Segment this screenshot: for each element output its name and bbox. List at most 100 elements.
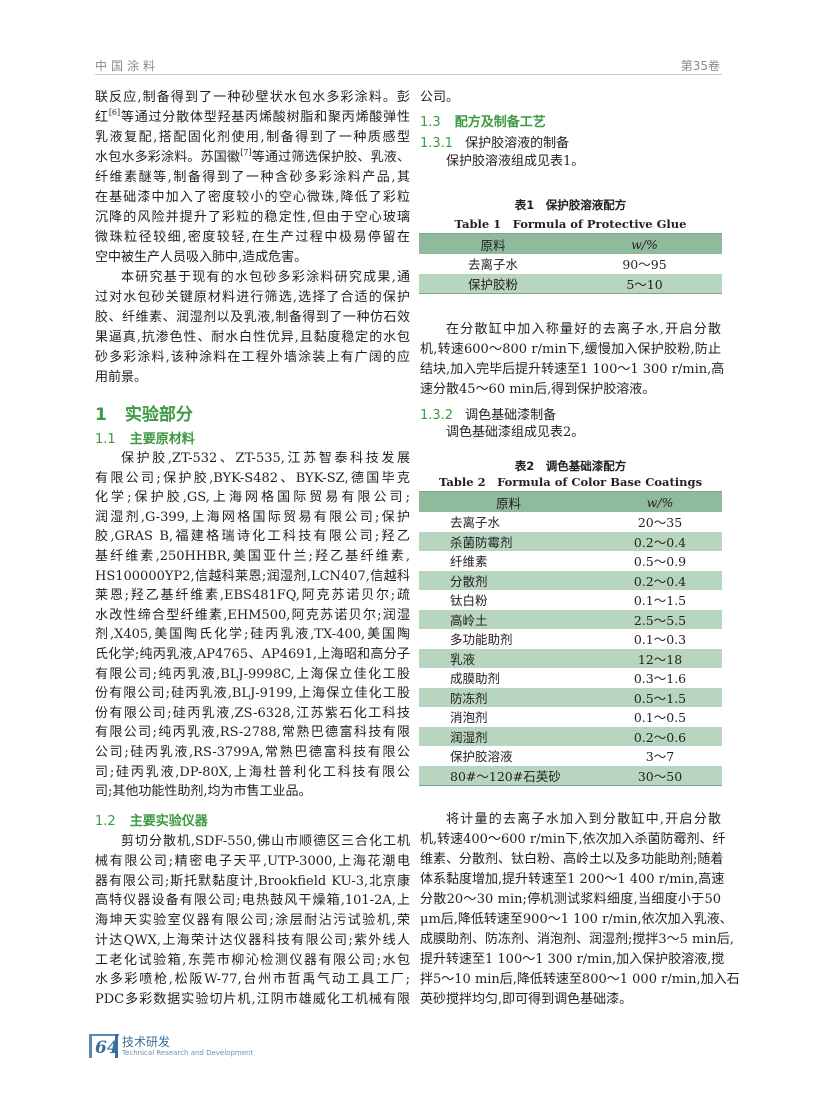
paragraph: 在分散缸中加入称量好的去离子水,开启分散 机,转速600～800 r/min下,缓… [420, 320, 725, 400]
text-line: 本研究基于现有的水包砂多彩涂料研究成果,通 [121, 270, 410, 285]
text-line: 公司。 [420, 90, 460, 105]
table-row: 80#～120#石英砂 30～50 [419, 765, 722, 786]
table-row: 去离子水 90～95 [419, 254, 722, 274]
percent-cell: 3～7 [645, 749, 675, 765]
section-number: 1.3.2 [420, 408, 454, 423]
material-cell: 多功能助剂 [450, 632, 513, 648]
text-line: 在分散缸中加入称量好的去离子水,开启分散 [446, 322, 721, 337]
text-line: PDC多彩数据实验切片机,江阴市雄威化工机械有限 [95, 992, 410, 1007]
percent-cell: 5～10 [567, 273, 722, 294]
table-2-caption-cn: 表2 调色基础漆配方 [514, 459, 627, 473]
text-line: 有限公司;保护胶,BYK-S482、BYK-SZ,德国毕克 [95, 470, 410, 486]
text-span: 等通过筛选保护胶、乳液、 [251, 150, 410, 165]
text-line: 工老化试验箱,东莞市柳沁检测仪器有限公司;水包 [95, 952, 410, 968]
material-cell: 杀菌防霉剂 [419, 531, 598, 551]
text-line: 过对水包砂关键原材料进行筛选,选择了合适的保护 [95, 290, 410, 305]
text-line: 将计量的去离子水加入到分散缸中,开启分散 [446, 812, 721, 827]
material-cell: 保护胶溶液 [450, 749, 513, 765]
table-row: 乳液 12～18 [419, 648, 722, 668]
text-line: 英砂搅拌均匀,即可得到调色基础漆。 [420, 992, 633, 1007]
section-number: 1.2 [95, 814, 116, 829]
section-heading-1-2: 1.2 主要实验仪器 [95, 810, 410, 829]
text-line: 体系黏度增加,提升转速至1 200～1 400 r/min,高速 [420, 872, 725, 887]
text-span: 水包水多彩涂料。苏国徽 [95, 150, 241, 165]
volume-label: 第35卷 [680, 59, 720, 73]
text-line: 用前景。 [95, 370, 148, 385]
footer-section-cn: 技术研发 [122, 1035, 171, 1049]
section-number: 1.3.1 [420, 136, 454, 151]
table-row: 保护胶粉 5～10 [419, 273, 722, 294]
paragraph: 剪切分散机,SDF-550,佛山市顺德区三合化工机 械有限公司;精密电子天平,UT… [95, 832, 410, 1010]
section-heading-1: 1 实验部分 [95, 400, 410, 425]
text-line: 拌5～10 min后,降低转速至800～1 000 r/min,加入石 [420, 972, 740, 987]
text-line: 乳液复配,搭配固化剂使用,制备得到了一种质感型 [95, 130, 410, 145]
text-span: 红 [95, 110, 109, 125]
text-line: 保护胶溶液组成见表1。 [446, 154, 585, 169]
text-line: 维素、分散剂、钛白粉、高岭土以及多功能助剂;随着 [420, 852, 724, 867]
text-line: 份有限公司;硅丙乳液,BLJ-9199,上海保立佳化工股 [95, 686, 410, 702]
text-line: 润湿剂,G-399,上海网格国际贸易有限公司;保护 [95, 509, 410, 525]
text-line: 速分散45～60 min后,得到保护胶溶液。 [420, 382, 656, 397]
percent-cell: 0.2～0.4 [598, 531, 722, 551]
paragraph: 保护胶,ZT-532、ZT-535,江苏智泰科技发展有限公司;保护胶,BYK-S… [95, 449, 410, 802]
percent-cell: 20～35 [637, 515, 683, 531]
table-header-row: 原料 w/% [419, 491, 722, 512]
text-line: μm后,降低转速至900～1 100 r/min,依次加入乳液、 [420, 912, 733, 927]
table-row: 保护胶溶液 3～7 [419, 746, 722, 766]
text-line: 结块,加入完毕后提升转速至1 100～1 300 r/min,高 [420, 362, 725, 377]
text-line: 机,转速400～600 r/min下,依次加入杀菌防霉剂、纤 [420, 832, 726, 847]
percent-cell: 0.1～1.5 [633, 593, 687, 609]
text-line: 水改性缔合型纤维素,EHM500,阿克苏诺贝尔;润湿 [95, 607, 410, 623]
percent-cell: w/% [567, 233, 722, 254]
text-line: 有限公司;纯丙乳液,BLJ-9998C,上海保立佳化工股 [95, 666, 410, 682]
material-cell: 纤维素 [450, 554, 488, 570]
text-line: 份有限公司;硅丙乳液,ZS-6328,江苏紫石化工科技 [95, 705, 410, 721]
text-line: 分散20～30 min;停机测试浆料细度,当细度小于50 [420, 892, 721, 907]
table-row: 去离子水 20～35 [419, 512, 722, 532]
table-1: 原料 w/% 去离子水 90～95 保护胶粉 5～10 [419, 233, 722, 294]
percent-cell: 0.1～0.5 [633, 710, 687, 726]
material-cell: 去离子水 [450, 515, 501, 531]
text-line: 红[6]等通过分散体型羟基丙烯酸树脂和聚丙烯酸弹性 [95, 108, 410, 128]
text-line: 司;硅丙乳液,DP-80X,上海杜普利化工科技有限公 [95, 764, 410, 780]
section-number: 1.3 [420, 115, 441, 130]
section-heading-1-3-1: 1.3.1 保护胶溶液的制备 [420, 132, 721, 151]
text-line: 在基础漆中加入了密度较小的空心微珠,降低了彩粒 [95, 190, 410, 205]
material-cell: 去离子水 [467, 257, 518, 273]
paragraph: 联反应,制备得到了一种砂壁状水包水多彩涂料。彭 红[6]等通过分散体型羟基丙烯酸树… [95, 88, 410, 268]
material-cell: 分散剂 [419, 570, 598, 590]
percent-cell: 0.1～0.3 [633, 632, 687, 648]
table-row: 防冻剂 0.5～1.5 [419, 687, 722, 707]
table-row: 多功能助剂 0.1～0.3 [419, 629, 722, 649]
text-line: 器有限公司;斯托默黏度计,Brookfield KU-3,北京康 [95, 873, 410, 889]
section-title: 主要实验仪器 [129, 814, 208, 829]
text-line: 果逼真,抗渗色性、耐水白性优异,且黏度稳定的水包 [95, 330, 410, 345]
text-line: 高特仪器设备有限公司;电热鼓风干燥箱,101-2A,上 [95, 893, 410, 909]
percent-cell: 30～50 [598, 765, 722, 786]
table-row: 分散剂 0.2～0.4 [419, 570, 722, 590]
citation-ref: [6] [108, 108, 121, 117]
material-cell: 原料 [419, 491, 598, 512]
material-cell: 消泡剂 [450, 710, 488, 726]
text-line: 水包水多彩涂料。苏国徽[7]等通过筛选保护胶、乳液、 [95, 148, 410, 168]
text-line: 海坤天实验室仪器有限公司;涂层耐沾污试验机,荣 [95, 913, 410, 928]
table-header-row: 原料 w/% [419, 233, 722, 254]
material-cell: 高岭土 [419, 609, 598, 629]
paragraph: 保护胶溶液组成见表1。 [420, 152, 721, 172]
material-cell: 保护胶粉 [419, 273, 567, 294]
text-line: 保护胶,ZT-532、ZT-535,江苏智泰科技发展 [121, 451, 410, 466]
text-line: 械有限公司;精密电子天平,UTP-3000,上海花潮电 [95, 853, 410, 869]
material-cell: 80#～120#石英砂 [419, 765, 598, 786]
text-line: 空中被生产人员吸入肺中,造成危害。 [95, 250, 308, 265]
percent-cell: 90～95 [622, 257, 667, 273]
percent-cell: 0.5～1.5 [598, 687, 722, 707]
paragraph: 本研究基于现有的水包砂多彩涂料研究成果,通过对水包砂关键原材料进行筛选,选择了合… [95, 268, 410, 388]
section-number: 1.1 [95, 432, 116, 447]
footer-divider [115, 1034, 118, 1058]
table-row: 成膜助剂 0.3～1.6 [419, 668, 722, 688]
journal-name: 中国涂料 [95, 59, 160, 73]
table-row: 杀菌防霉剂 0.2～0.4 [419, 531, 722, 551]
section-heading-1-3-2: 1.3.2 调色基础漆制备 [420, 404, 721, 423]
percent-cell: 2.5～5.5 [598, 609, 722, 629]
section-heading-1-1: 1.1 主要原材料 [95, 428, 410, 447]
